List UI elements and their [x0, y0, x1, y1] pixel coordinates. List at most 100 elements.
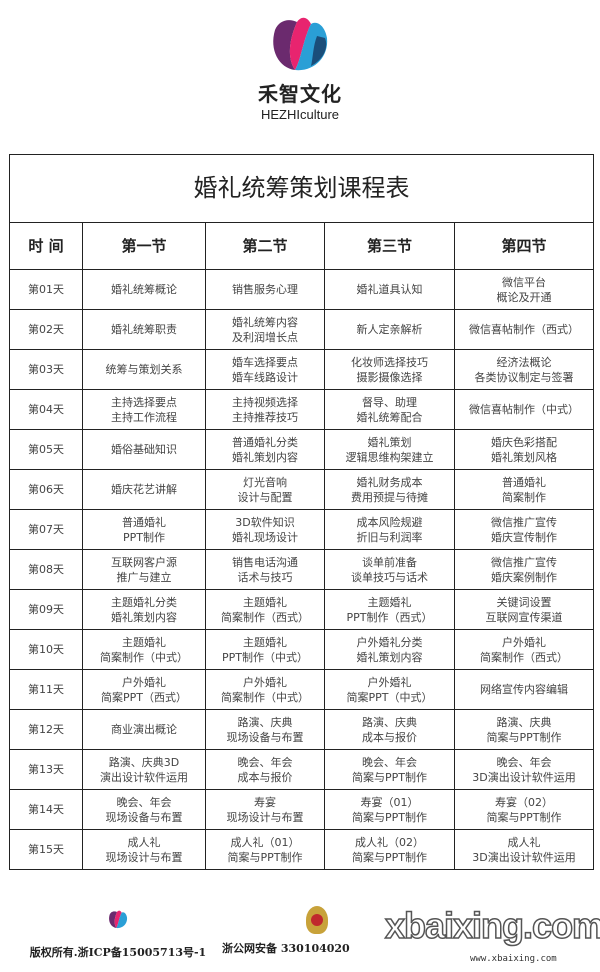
session-cell: 路演、庆典 简案与PPT制作	[453, 709, 595, 750]
session-cell: 户外婚礼 简案PPT（中式）	[324, 669, 455, 710]
day-cell: 第06天	[9, 469, 83, 510]
day-cell: 第13天	[9, 749, 83, 790]
session-cell: 婚礼财务成本 费用预提与待摊	[324, 469, 455, 510]
header-session-4: 第四节	[453, 222, 595, 270]
header-session-2: 第二节	[205, 222, 325, 270]
table-row: 第07天 普通婚礼 PPT制作 3D软件知识 婚礼现场设计 成本风险规避 折旧与利润率…	[9, 509, 595, 550]
day-cell: 第04天	[9, 389, 83, 430]
session-cell: 谈单前准备 谈单技巧与话术	[324, 549, 455, 590]
table-row: 第10天 主题婚礼 简案制作（中式） 主题婚礼 PPT制作（中式） 户外婚礼分类 婚礼…	[9, 629, 595, 670]
session-cell: 统筹与策划关系	[82, 349, 206, 390]
table-row: 第11天 户外婚礼 简案PPT（西式） 户外婚礼 简案制作（中式） 户外婚礼 简案PP…	[9, 669, 595, 710]
session-cell: 灯光音响 设计与配置	[205, 469, 325, 510]
session-cell: 经济法概论 各类协议制定与签署	[453, 349, 595, 390]
session-cell: 主持选择要点 主持工作流程	[82, 389, 206, 430]
session-cell: 寿宴（01） 简案与PPT制作	[324, 789, 455, 830]
table-row: 第03天 统筹与策划关系 婚车选择要点 婚车线路设计 化妆师选择技巧 摄影摄像选择 经济…	[9, 349, 595, 390]
watermark-url: www.xbaixing.com	[470, 954, 557, 964]
session-cell: 化妆师选择技巧 摄影摄像选择	[324, 349, 455, 390]
session-cell: 普通婚礼 简案制作	[453, 469, 595, 510]
day-cell: 第11天	[9, 669, 83, 710]
session-cell: 户外婚礼分类 婚礼策划内容	[324, 629, 455, 670]
session-cell: 微信喜帖制作（西式）	[453, 309, 595, 350]
session-cell: 商业演出概论	[82, 709, 206, 750]
logo-mark-icon	[273, 17, 328, 71]
session-cell: 微信推广宣传 婚庆案例制作	[453, 549, 595, 590]
table-row: 第01天 婚礼统筹概论 销售服务心理 婚礼道具认知 微信平台 概论及开通	[9, 269, 595, 310]
header-time: 时 间	[9, 222, 83, 270]
day-cell: 第12天	[9, 709, 83, 750]
session-cell: 主持视频选择 主持推荐技巧	[205, 389, 325, 430]
session-cell: 路演、庆典 成本与报价	[324, 709, 455, 750]
day-cell: 第01天	[9, 269, 83, 310]
session-cell: 成人礼（02） 简案与PPT制作	[324, 829, 455, 870]
session-cell: 成人礼 现场设计与布置	[82, 829, 206, 870]
table-row: 第06天 婚庆花艺讲解 灯光音响 设计与配置 婚礼财务成本 费用预提与待摊 普通婚礼 简…	[9, 469, 595, 510]
footer-copyright: 版权所有.浙ICP备15005713号-1	[28, 908, 208, 960]
session-cell: 督导、助理 婚礼统筹配合	[324, 389, 455, 430]
session-cell: 成本风险规避 折旧与利润率	[324, 509, 455, 550]
copyright-text[interactable]: 版权所有.浙ICP备15005713号-1	[29, 946, 207, 959]
day-cell: 第15天	[9, 829, 83, 870]
session-cell: 户外婚礼 简案制作（西式）	[453, 629, 595, 670]
session-cell: 婚礼道具认知	[324, 269, 455, 310]
session-cell: 路演、庆典 现场设备与布置	[205, 709, 325, 750]
session-cell: 主题婚礼 PPT制作（西式）	[324, 589, 455, 630]
session-cell: 户外婚礼 简案PPT（西式）	[82, 669, 206, 710]
day-cell: 第09天	[9, 589, 83, 630]
table-row: 第04天 主持选择要点 主持工作流程 主持视频选择 主持推荐技巧 督导、助理 婚礼统筹…	[9, 389, 595, 430]
table-row: 第08天 互联网客户源 推广与建立 销售电话沟通 话术与技巧 谈单前准备 谈单技巧与话…	[9, 549, 595, 590]
session-cell: 成人礼（01） 简案与PPT制作	[205, 829, 325, 870]
brand-logo: 禾智文化 HEZHIculture	[255, 10, 345, 122]
table-title: 婚礼统筹策划课程表	[8, 154, 595, 223]
session-cell: 主题婚礼 简案制作（西式）	[205, 589, 325, 630]
session-cell: 婚庆色彩搭配 婚礼策划风格	[453, 429, 595, 470]
session-cell: 网络宣传内容编辑	[453, 669, 595, 710]
session-cell: 主题婚礼分类 婚礼策划内容	[82, 589, 206, 630]
header-session-3: 第三节	[324, 222, 455, 270]
session-cell: 寿宴（02） 简案与PPT制作	[453, 789, 595, 830]
table-row: 第05天 婚俗基础知识 普通婚礼分类 婚礼策划内容 婚礼策划 逻辑思维构架建立 婚庆色彩…	[9, 429, 595, 470]
brand-name-cn: 禾智文化	[258, 82, 342, 106]
session-cell: 互联网客户源 推广与建立	[82, 549, 206, 590]
session-cell: 成人礼 3D演出设计软件运用	[453, 829, 595, 870]
day-cell: 第07天	[9, 509, 83, 550]
session-cell: 户外婚礼 简案制作（中式）	[205, 669, 325, 710]
table-row: 第02天 婚礼统筹职责 婚礼统筹内容 及利润增长点 新人定亲解析 微信喜帖制作（西式）	[9, 309, 595, 350]
session-cell: 普通婚礼分类 婚礼策划内容	[205, 429, 325, 470]
session-cell: 婚车选择要点 婚车线路设计	[205, 349, 325, 390]
table-row: 第15天 成人礼 现场设计与布置 成人礼（01） 简案与PPT制作 成人礼（02） 简…	[9, 829, 595, 870]
footer-police: 浙公网安备 330104020	[222, 906, 350, 956]
day-cell: 第05天	[9, 429, 83, 470]
session-cell: 微信喜帖制作（中式）	[453, 389, 595, 430]
session-cell: 3D软件知识 婚礼现场设计	[205, 509, 325, 550]
session-cell: 寿宴 现场设计与布置	[205, 789, 325, 830]
table-row: 第12天 商业演出概论 路演、庆典 现场设备与布置 路演、庆典 成本与报价 路演、庆典 …	[9, 709, 595, 750]
police-record-text[interactable]: 浙公网安备 330104020	[222, 942, 350, 955]
day-cell: 第08天	[9, 549, 83, 590]
session-cell: 婚礼策划 逻辑思维构架建立	[324, 429, 455, 470]
table-row: 第13天 路演、庆典3D 演出设计软件运用 晚会、年会 成本与报价 晚会、年会 简案与…	[9, 749, 595, 790]
session-cell: 销售服务心理	[205, 269, 325, 310]
day-cell: 第14天	[9, 789, 83, 830]
session-cell: 销售电话沟通 话术与技巧	[205, 549, 325, 590]
small-logo-icon	[109, 910, 128, 929]
session-cell: 婚礼统筹概论	[82, 269, 206, 310]
session-cell: 关键词设置 互联网宣传渠道	[453, 589, 595, 630]
table-row: 第14天 晚会、年会 现场设备与布置 寿宴 现场设计与布置 寿宴（01） 简案与PPT…	[9, 789, 595, 830]
header-session-1: 第一节	[82, 222, 206, 270]
day-cell: 第02天	[9, 309, 83, 350]
session-cell: 新人定亲解析	[324, 309, 455, 350]
schedule-table: 婚礼统筹策划课程表 时 间 第一节 第二节 第三节 第四节 第01天 婚礼统筹概论…	[8, 154, 595, 870]
session-cell: 晚会、年会 简案与PPT制作	[324, 749, 455, 790]
day-cell: 第03天	[9, 349, 83, 390]
session-cell: 婚礼统筹职责	[82, 309, 206, 350]
session-cell: 主题婚礼 简案制作（中式）	[82, 629, 206, 670]
session-cell: 路演、庆典3D 演出设计软件运用	[82, 749, 206, 790]
session-cell: 婚庆花艺讲解	[82, 469, 206, 510]
session-cell: 婚俗基础知识	[82, 429, 206, 470]
session-cell: 婚礼统筹内容 及利润增长点	[205, 309, 325, 350]
table-row: 第09天 主题婚礼分类 婚礼策划内容 主题婚礼 简案制作（西式） 主题婚礼 PPT制作…	[9, 589, 595, 630]
session-cell: 晚会、年会 3D演出设计软件运用	[453, 749, 595, 790]
session-cell: 主题婚礼 PPT制作（中式）	[205, 629, 325, 670]
